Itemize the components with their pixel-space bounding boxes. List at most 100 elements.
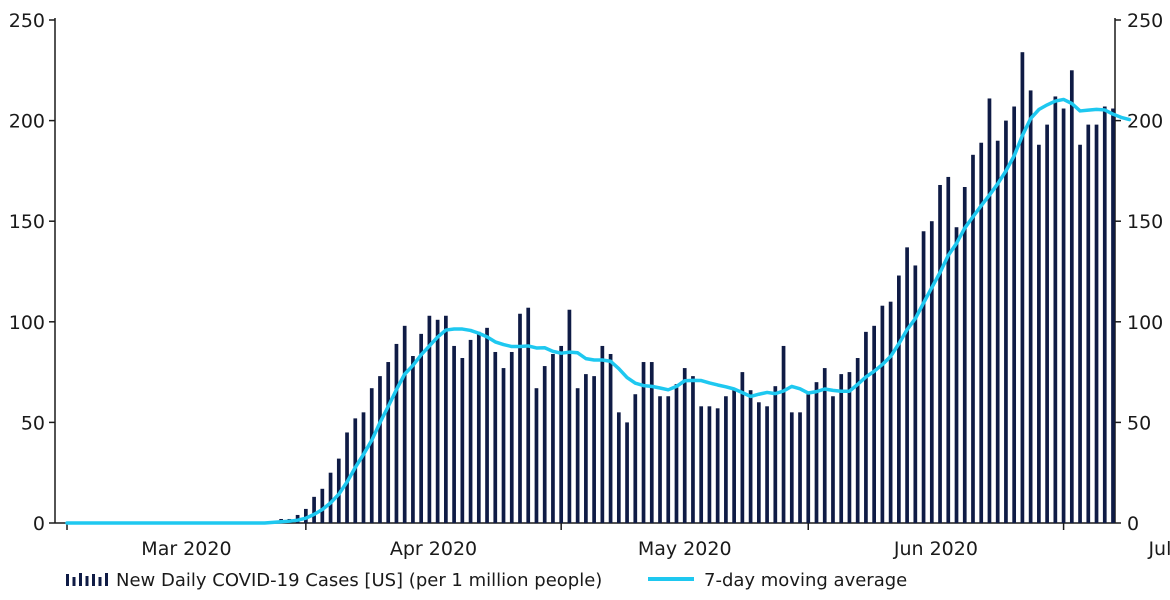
bar (616, 412, 621, 523)
bar (386, 362, 391, 523)
bar (806, 394, 811, 523)
bar (411, 356, 415, 523)
bar (320, 488, 325, 523)
bar (724, 396, 728, 523)
x-tick-label: Jun 2020 (893, 538, 978, 560)
bar (633, 394, 638, 523)
bar (847, 372, 852, 523)
bar (699, 406, 704, 523)
bar (740, 372, 745, 523)
bar (625, 422, 629, 523)
bar (897, 275, 901, 523)
bar (394, 343, 399, 523)
bar (444, 315, 448, 523)
y-tick-label-right: 200 (1127, 111, 1163, 133)
x-tick-label: Jul 2020 (1147, 538, 1170, 560)
bar (592, 376, 596, 523)
y-tick-label-left: 200 (9, 111, 45, 133)
bar (691, 376, 695, 523)
bar (658, 396, 662, 523)
legend-item-line: 7-day moving average (648, 570, 907, 591)
bar (427, 315, 432, 523)
bar (1045, 124, 1049, 524)
bar (345, 432, 349, 523)
bar (1111, 108, 1115, 523)
legend-bar-glyph (85, 576, 89, 586)
y-tick-label-left: 150 (9, 211, 45, 233)
bar (929, 221, 934, 523)
bar (641, 362, 646, 523)
bar (715, 408, 720, 523)
bar (559, 345, 564, 523)
y-tick-label-left: 0 (33, 513, 45, 535)
bar (534, 388, 539, 523)
bar (798, 412, 802, 523)
x-tick-label: Apr 2020 (390, 538, 477, 560)
bar (303, 508, 308, 523)
y-tick-label-left: 50 (21, 412, 45, 434)
bar (1037, 144, 1041, 523)
bar (1004, 120, 1008, 523)
bar (913, 265, 918, 523)
bar (649, 362, 654, 523)
bar (509, 351, 514, 523)
bar (1020, 52, 1025, 523)
bar (1102, 106, 1107, 524)
bar (707, 406, 712, 523)
y-tick-label-left: 100 (9, 312, 45, 334)
bar (682, 368, 687, 523)
bar (551, 353, 555, 523)
bar (905, 247, 909, 523)
legend-bar-glyph (72, 577, 76, 586)
y-tick-label-right: 0 (1127, 513, 1139, 535)
bar (312, 496, 316, 523)
bar (575, 388, 580, 523)
bar (888, 301, 893, 523)
bar (468, 339, 473, 523)
bar (1094, 124, 1099, 524)
bar (872, 325, 877, 523)
bar (526, 307, 531, 523)
legend-bars-icon (66, 573, 108, 586)
bar (962, 186, 967, 523)
x-tick-label: May 2020 (638, 538, 732, 560)
bar (921, 231, 926, 523)
bar (567, 309, 572, 523)
bar (493, 351, 498, 523)
bar (666, 396, 671, 523)
bar (419, 333, 424, 523)
bar (938, 184, 942, 523)
bar (361, 412, 366, 523)
bar (608, 353, 613, 523)
x-tick-label: Mar 2020 (141, 538, 231, 560)
bar (542, 366, 547, 523)
bar (756, 402, 761, 523)
legend-bar-glyph (98, 577, 102, 586)
y-tick-label-right: 100 (1127, 312, 1163, 334)
legend-label-bars: New Daily COVID-19 Cases [US] (per 1 mil… (116, 570, 602, 591)
moving-average-line (65, 97, 1132, 525)
bar (378, 376, 382, 523)
bar (748, 390, 753, 523)
bar (765, 406, 769, 523)
bar (855, 358, 860, 523)
bar (814, 382, 819, 523)
legend-bar-glyph (105, 573, 108, 586)
bar (452, 345, 456, 523)
legend-label-line: 7-day moving average (704, 570, 907, 591)
bar (501, 368, 506, 523)
tick-labels: 0 50 100 150 200 250 0 50 100 150 200 250 Mar 2020 Ap… (9, 10, 1170, 560)
bar (336, 458, 341, 523)
bar (1069, 70, 1074, 524)
y-tick-label-right: 50 (1127, 412, 1151, 434)
bar (954, 227, 959, 523)
bar (880, 305, 885, 523)
bar (789, 412, 794, 523)
bar (369, 388, 374, 523)
bar (600, 345, 605, 523)
bar (773, 386, 778, 523)
legend-bar-glyph (66, 574, 69, 586)
bar (485, 327, 489, 523)
